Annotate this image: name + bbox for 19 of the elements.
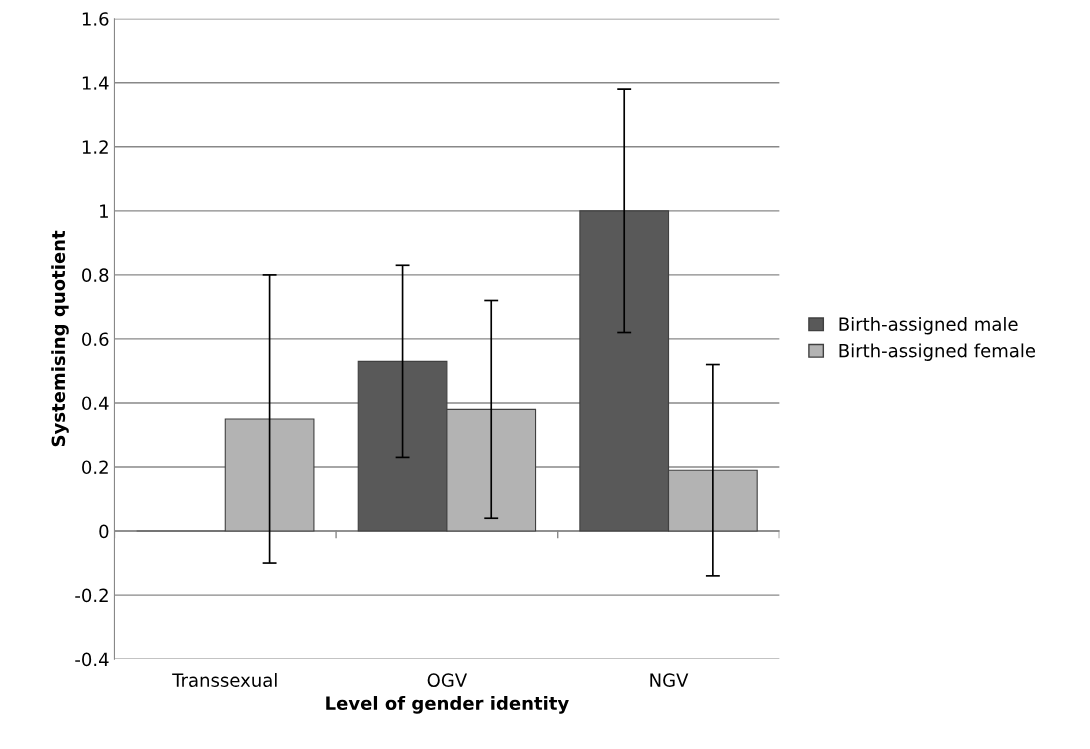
y-axis-title: Systemising quotient xyxy=(51,230,69,447)
x-tick-label: OGV xyxy=(427,673,468,687)
y-tick-label: 0.6 xyxy=(82,332,109,347)
y-tick-label: 0 xyxy=(99,524,109,539)
y-tick-label: -0.4 xyxy=(75,652,109,667)
y-tick-label: 1 xyxy=(100,204,108,218)
y-tick-label: 0.2 xyxy=(82,460,108,475)
bar xyxy=(224,418,315,532)
y-tick-label: 1.6 xyxy=(82,12,109,26)
legend-label: Birth-assigned male xyxy=(839,316,1018,335)
y-tick-label: 1.4 xyxy=(82,76,109,90)
x-tick-label: NGV xyxy=(650,673,689,687)
x-tick-label: Transsexual xyxy=(172,673,277,687)
y-tick-label: 1.2 xyxy=(82,140,108,154)
y-tick-label: -0.2 xyxy=(75,588,108,603)
y-tick-label: 0.4 xyxy=(82,396,109,411)
x-axis-title: Level of gender identity xyxy=(326,696,569,714)
y-tick-label: 0.8 xyxy=(82,268,109,282)
legend-label: Birth-assigned female xyxy=(839,343,1036,361)
